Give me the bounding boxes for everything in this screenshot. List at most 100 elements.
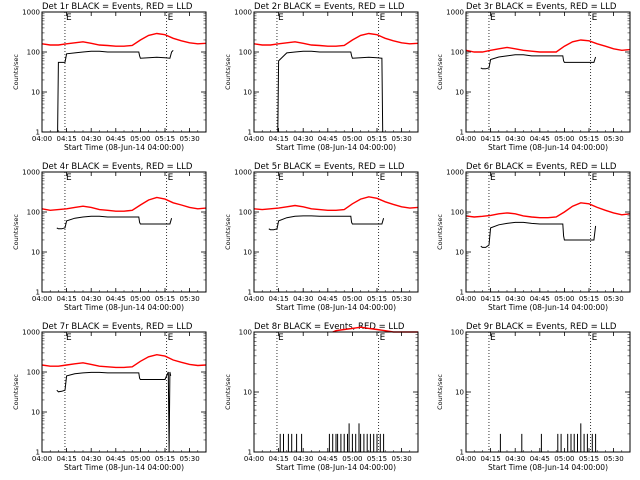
x-tick-label: 04:45 [106, 295, 126, 303]
x-tick-label: 05:00 [342, 455, 362, 463]
x-tick-label: 04:15 [269, 295, 289, 303]
y-axis-label: Counts/sec [12, 54, 20, 90]
x-tick-label: 04:45 [318, 135, 338, 143]
x-tick-label: 04:30 [81, 295, 101, 303]
y-tick-label: 1 [248, 449, 252, 457]
lld-series-line [41, 196, 207, 212]
y-tick-label: 1 [248, 289, 252, 297]
x-tick-label: 05:15 [579, 135, 599, 143]
plot-frame [41, 331, 207, 453]
events-series-line [279, 423, 385, 452]
panel-title: Det 5r BLACK = Events, RED = LLD [254, 162, 405, 172]
lld-series-line [465, 39, 631, 53]
x-tick-label: 04:30 [505, 135, 525, 143]
y-tick-label: 100 [27, 369, 40, 377]
x-tick-label: 05:15 [367, 295, 387, 303]
event-marker-label: E [490, 13, 496, 23]
x-tick-label: 04:15 [57, 455, 77, 463]
y-tick-label: 1000 [22, 169, 40, 177]
y-tick-label: 10 [31, 249, 40, 257]
lld-series-line [253, 32, 419, 47]
y-tick-label: 1000 [446, 9, 464, 17]
x-tick-label: 05:15 [367, 135, 387, 143]
x-tick-label: 05:00 [130, 135, 150, 143]
x-tick-label: 04:00 [456, 135, 476, 143]
event-marker-label: E [66, 13, 72, 23]
y-axis-label: Counts/sec [224, 54, 232, 90]
lld-series-line [465, 202, 631, 219]
x-tick-label: 04:00 [32, 135, 52, 143]
x-tick-label: 05:30 [604, 455, 624, 463]
x-tick-label: 04:00 [244, 455, 264, 463]
plot-frame [41, 171, 207, 293]
plot-frame [253, 171, 419, 293]
x-tick-label: 05:00 [342, 295, 362, 303]
y-tick-label: 10 [243, 89, 252, 97]
x-axis-label: Start Time (08-Jun-14 04:00:00) [276, 463, 396, 472]
x-tick-label: 04:45 [530, 135, 550, 143]
y-tick-label: 10 [31, 409, 40, 417]
x-tick-label: 05:15 [579, 455, 599, 463]
x-tick-label: 04:30 [81, 135, 101, 143]
event-marker-label: E [278, 333, 284, 343]
y-tick-label: 1 [248, 129, 252, 137]
x-tick-label: 04:45 [530, 295, 550, 303]
x-tick-label: 05:15 [155, 295, 175, 303]
y-tick-label: 1000 [22, 329, 40, 337]
x-tick-label: 05:30 [392, 135, 412, 143]
y-axis-label: Counts/sec [436, 374, 444, 410]
events-series-line [480, 54, 597, 70]
y-tick-label: 1 [36, 449, 40, 457]
y-tick-label: 1000 [234, 169, 252, 177]
plot-frame [465, 11, 631, 133]
y-tick-label: 1 [460, 129, 464, 137]
x-tick-label: 04:30 [505, 295, 525, 303]
x-tick-label: 04:30 [293, 135, 313, 143]
events-series-line [268, 215, 385, 231]
event-marker-label: E [380, 173, 386, 183]
x-axis-label: Start Time (08-Jun-14 04:00:00) [64, 463, 184, 472]
events-series-line [277, 50, 384, 133]
events-series-line [57, 49, 174, 133]
events-series-line [56, 215, 173, 230]
x-axis-label: Start Time (08-Jun-14 04:00:00) [488, 143, 608, 152]
event-marker-label: E [168, 333, 174, 343]
y-tick-label: 100 [239, 49, 252, 57]
x-axis-label: Start Time (08-Jun-14 04:00:00) [488, 303, 608, 312]
x-tick-label: 05:30 [392, 295, 412, 303]
y-axis-label: Counts/sec [224, 374, 232, 410]
x-tick-label: 04:45 [106, 135, 126, 143]
y-tick-label: 100 [451, 329, 464, 337]
x-tick-label: 05:15 [155, 455, 175, 463]
x-tick-label: 05:00 [554, 295, 574, 303]
y-tick-label: 10 [31, 89, 40, 97]
y-axis-label: Counts/sec [12, 214, 20, 250]
x-tick-label: 05:15 [155, 135, 175, 143]
x-tick-label: 05:30 [604, 135, 624, 143]
x-tick-label: 04:30 [293, 455, 313, 463]
x-tick-label: 04:00 [456, 455, 476, 463]
x-axis-label: Start Time (08-Jun-14 04:00:00) [276, 143, 396, 152]
y-tick-label: 10 [243, 389, 252, 397]
panel-title: Det 3r BLACK = Events, RED = LLD [466, 2, 617, 12]
x-tick-label: 05:15 [579, 295, 599, 303]
y-tick-label: 100 [27, 49, 40, 57]
x-tick-label: 05:15 [367, 455, 387, 463]
y-axis-label: Counts/sec [436, 54, 444, 90]
x-tick-label: 04:15 [269, 135, 289, 143]
x-axis-label: Start Time (08-Jun-14 04:00:00) [488, 463, 608, 472]
y-tick-label: 100 [239, 329, 252, 337]
x-tick-label: 04:00 [456, 295, 476, 303]
x-tick-label: 05:30 [180, 455, 200, 463]
x-axis-label: Start Time (08-Jun-14 04:00:00) [64, 303, 184, 312]
event-marker-label: E [490, 333, 496, 343]
x-axis-label: Start Time (08-Jun-14 04:00:00) [64, 143, 184, 152]
event-marker-label: E [380, 13, 386, 23]
panel-title: Det 8r BLACK = Events, RED = LLD [254, 322, 405, 332]
y-tick-label: 100 [451, 49, 464, 57]
y-axis-label: Counts/sec [12, 374, 20, 410]
